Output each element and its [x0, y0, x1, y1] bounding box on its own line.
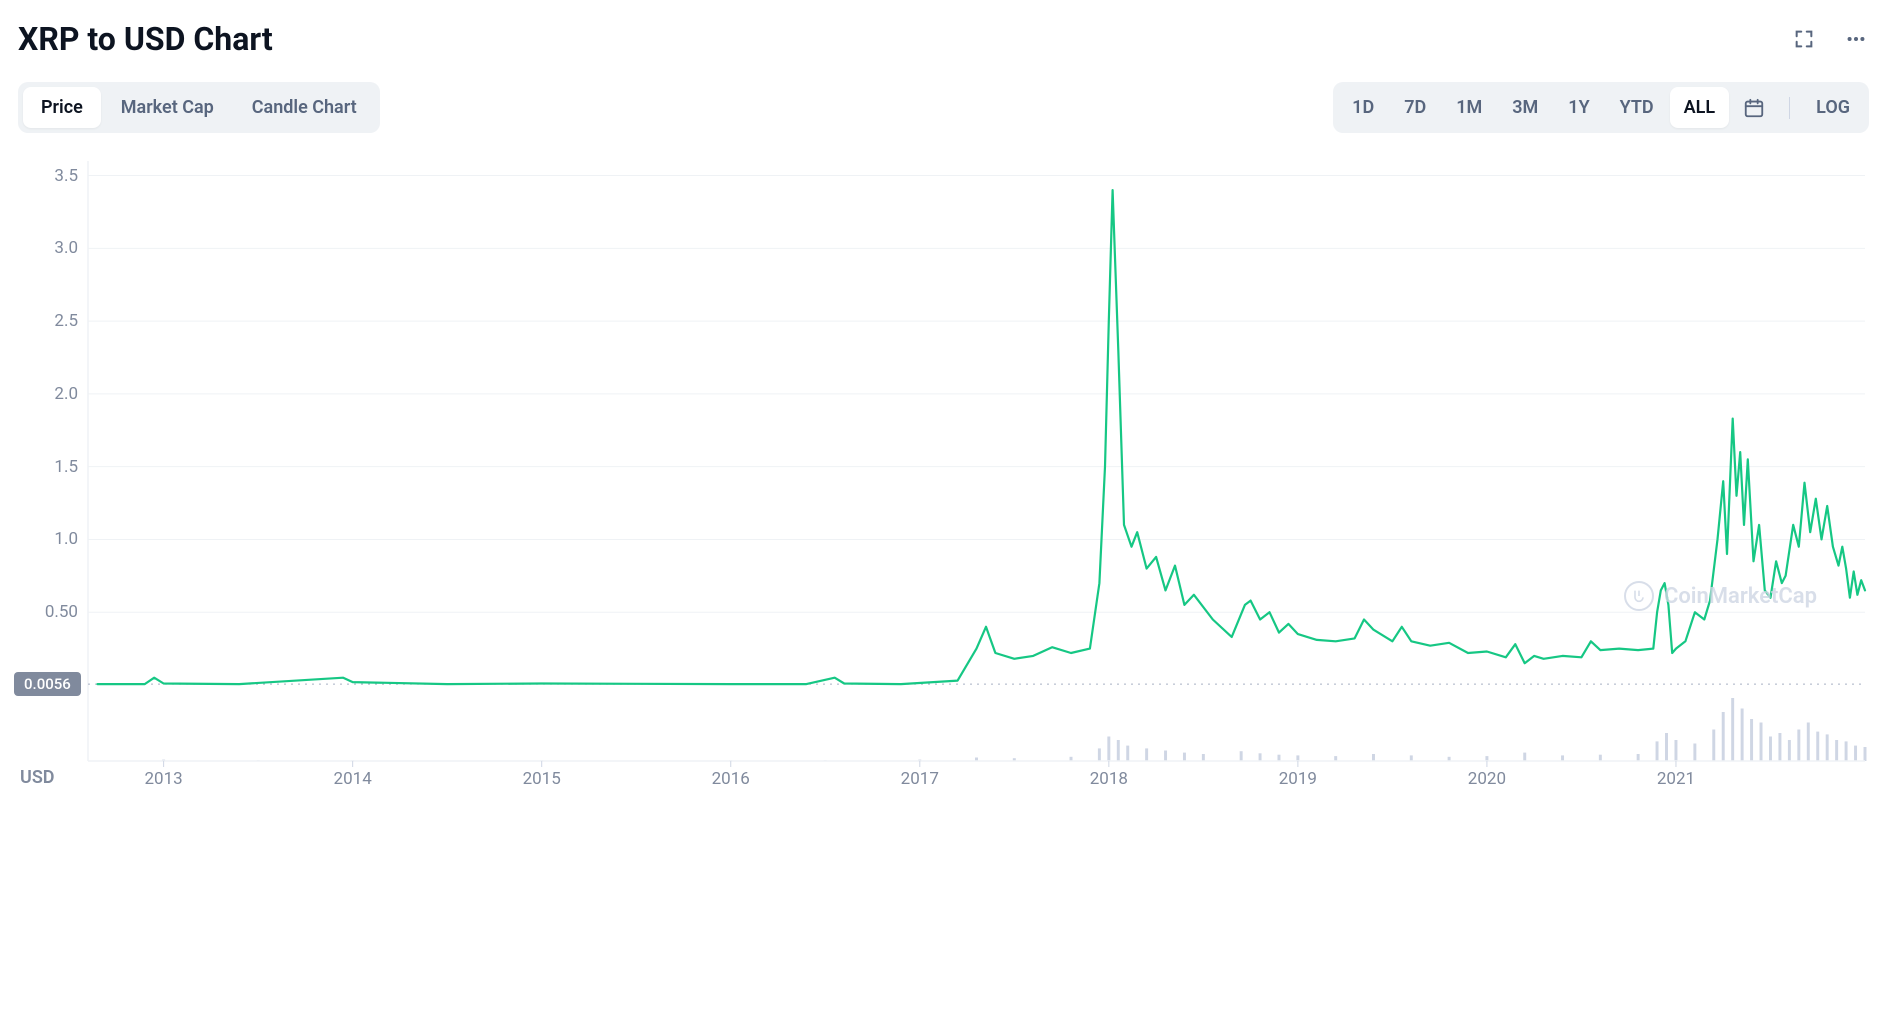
range-tab-ytd[interactable]: YTD — [1606, 87, 1668, 128]
y-tick-label: 1.5 — [18, 457, 78, 477]
date-picker-icon[interactable] — [1731, 91, 1777, 125]
y-tick-label: 3.0 — [18, 238, 78, 258]
x-tick-label: 2021 — [1657, 769, 1695, 789]
y-tick-label: 0.50 — [18, 602, 78, 622]
x-tick-label: 2016 — [712, 769, 750, 789]
view-tabs: PriceMarket CapCandle Chart — [18, 82, 380, 133]
x-tick-label: 2017 — [901, 769, 939, 789]
range-tab-3m[interactable]: 3M — [1498, 87, 1552, 128]
chart-title: XRP to USD Chart — [18, 20, 273, 58]
x-tick-label: 2019 — [1279, 769, 1317, 789]
y-tick-label: 2.0 — [18, 384, 78, 404]
chart-svg — [10, 151, 1877, 791]
y-tick-label: 1.0 — [18, 529, 78, 549]
currency-label: USD — [20, 767, 55, 788]
price-chart[interactable]: CoinMarketCap 0.501.01.52.02.53.03.50.00… — [10, 151, 1877, 791]
y-tick-label: 2.5 — [18, 311, 78, 331]
x-tick-label: 2013 — [145, 769, 183, 789]
x-tick-label: 2015 — [523, 769, 561, 789]
y-tick-label: 3.5 — [18, 166, 78, 186]
range-tab-1m[interactable]: 1M — [1442, 87, 1496, 128]
range-tab-1d[interactable]: 1D — [1338, 87, 1388, 128]
range-tab-1y[interactable]: 1Y — [1554, 87, 1603, 128]
x-tick-label: 2014 — [334, 769, 372, 789]
fullscreen-icon[interactable] — [1793, 28, 1815, 50]
range-tab-7d[interactable]: 7D — [1390, 87, 1440, 128]
view-tab-market-cap[interactable]: Market Cap — [103, 87, 232, 128]
baseline-value-tag: 0.0056 — [14, 672, 81, 696]
view-tab-candle-chart[interactable]: Candle Chart — [234, 87, 375, 128]
log-toggle[interactable]: LOG — [1802, 87, 1864, 128]
x-tick-label: 2018 — [1090, 769, 1128, 789]
more-icon[interactable] — [1843, 28, 1869, 50]
x-tick-label: 2020 — [1468, 769, 1506, 789]
range-tab-all[interactable]: ALL — [1670, 87, 1729, 128]
view-tab-price[interactable]: Price — [23, 87, 101, 128]
range-tabs: 1D7D1M3M1YYTDALL LOG — [1333, 82, 1869, 133]
